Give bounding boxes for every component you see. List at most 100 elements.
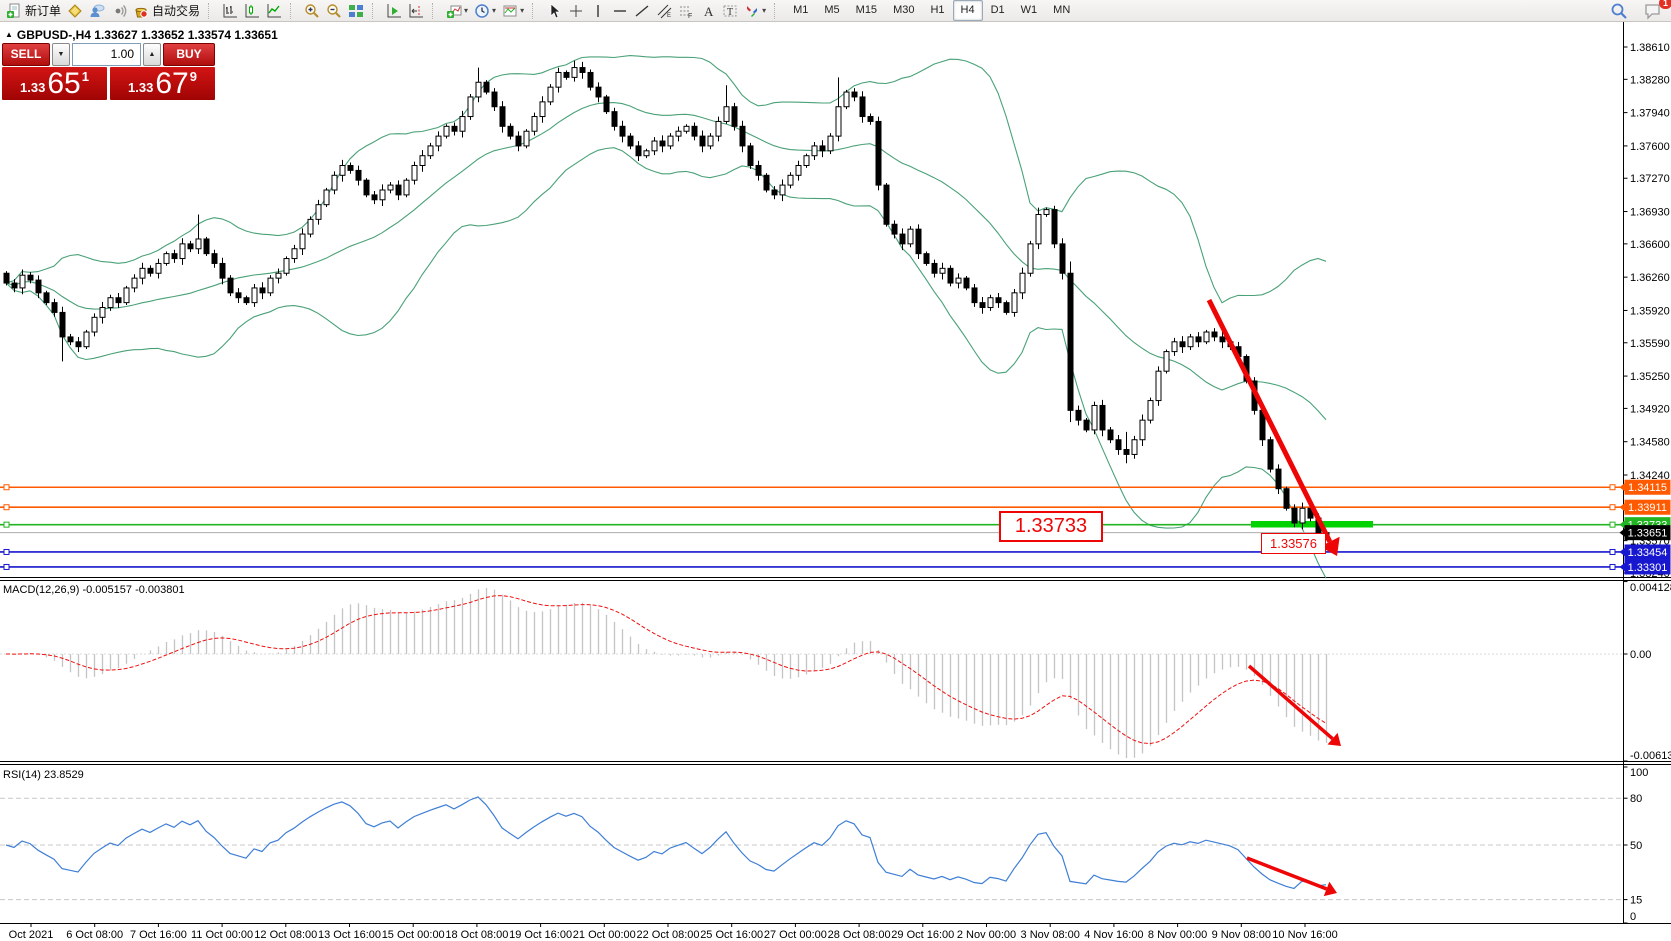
bear-candle xyxy=(227,277,234,294)
rsi-tick-label: 100 xyxy=(1630,767,1648,779)
volume-increase-button[interactable]: ▲ xyxy=(143,43,161,66)
timeframe-h4-button[interactable]: H4 xyxy=(952,0,983,21)
time-axis-label: 2 Nov 00:00 xyxy=(957,929,1016,941)
timeframe-m15-button[interactable]: M15 xyxy=(855,4,878,16)
indicators-button[interactable]: ▾ xyxy=(443,1,471,21)
red-arrow-macd[interactable] xyxy=(1247,664,1334,740)
bear-candle xyxy=(979,302,986,309)
bear-candle xyxy=(699,135,706,147)
macd-tick-label: 0.004128 xyxy=(1630,582,1671,594)
timeframe-mn-button[interactable]: MN xyxy=(1053,4,1071,16)
price-callout-133733[interactable]: 1.33733 xyxy=(999,511,1103,542)
collapse-triangle-icon[interactable]: ▲ xyxy=(5,30,13,39)
arrows-button[interactable]: ▾ xyxy=(741,1,769,21)
chart-shift-button[interactable] xyxy=(405,1,427,21)
timeframe-m1-button[interactable]: M1 xyxy=(793,4,809,16)
macd-tick-label: 0.00 xyxy=(1630,649,1651,661)
trend-arrows[interactable] xyxy=(1206,298,1341,897)
bull-candle xyxy=(379,189,386,201)
horizontal-line-button[interactable] xyxy=(609,1,631,21)
bull-candle xyxy=(643,150,650,157)
vertical-line-button[interactable] xyxy=(587,1,609,21)
search-button[interactable] xyxy=(1607,1,1631,21)
gold-bar-button[interactable] xyxy=(64,1,86,21)
sell-price-panel[interactable]: 1.33 65 1 xyxy=(2,67,107,100)
toolbar-separator xyxy=(372,2,378,19)
bull-candle xyxy=(843,91,850,108)
crosshair-button[interactable] xyxy=(565,1,587,21)
timeframe-h1-button[interactable]: H1 xyxy=(930,4,945,16)
red-arrow-main[interactable] xyxy=(1206,298,1333,543)
macd-signal-line xyxy=(5,595,1327,745)
time-axis-label: 25 Oct 16:00 xyxy=(700,929,763,941)
buy-button[interactable]: BUY xyxy=(163,43,215,66)
tile-windows-icon xyxy=(348,3,364,19)
zoom-in-button[interactable] xyxy=(301,1,323,21)
periods-dropdown-arrow[interactable]: ▾ xyxy=(492,6,497,15)
bollinger-lower-line xyxy=(5,147,1327,579)
bull-candle xyxy=(531,116,538,132)
bull-candle xyxy=(83,331,90,348)
cursor-button[interactable] xyxy=(543,1,565,21)
autotrading-label: 自动交易 xyxy=(152,4,201,18)
bear-candle xyxy=(1067,272,1074,411)
equidistant-channel-button[interactable]: E xyxy=(653,1,675,21)
price-badge-1.33651: 1.33651 xyxy=(1628,528,1668,540)
volume-input[interactable]: 1.00 xyxy=(72,43,141,66)
bull-candle xyxy=(987,297,994,309)
price-callout-133576[interactable]: 1.33576 xyxy=(1261,533,1326,554)
bear-candle xyxy=(219,262,226,279)
bar-chart-button[interactable] xyxy=(219,1,241,21)
chat-button[interactable]: 1 xyxy=(1641,0,1671,21)
green-highlight-segment[interactable] xyxy=(1251,521,1373,528)
bull-candle xyxy=(939,267,946,274)
candlestick-chart-button[interactable] xyxy=(241,1,263,21)
indicators-dropdown-arrow[interactable]: ▾ xyxy=(464,6,469,15)
timeframe-d1-button[interactable]: D1 xyxy=(990,4,1005,16)
cloud-user-button[interactable] xyxy=(86,1,108,21)
text-button[interactable]: A xyxy=(697,1,719,21)
timeframe-m30-button[interactable]: M30 xyxy=(893,4,915,16)
bear-candle xyxy=(819,145,826,152)
buy-price-panel[interactable]: 1.33 67 9 xyxy=(110,67,215,100)
arrows-dropdown-arrow[interactable]: ▾ xyxy=(762,6,767,15)
toolbar-right: 1 xyxy=(1607,0,1671,21)
chart-window[interactable]: 1.38610 1.38280 1.37940 1.37600 1.37270 1.369… xyxy=(0,21,1671,941)
time-axis-label: 8 Nov 00:00 xyxy=(1148,929,1207,941)
trendline-button[interactable] xyxy=(631,1,653,21)
bear-candle xyxy=(1219,336,1226,343)
buy-price-big: 67 xyxy=(155,67,189,100)
auto-scroll-button[interactable] xyxy=(383,1,405,21)
periods-button[interactable]: ▾ xyxy=(471,1,499,21)
bear-candle xyxy=(851,91,858,98)
bear-candle xyxy=(627,135,634,147)
tile-windows-button[interactable] xyxy=(345,1,367,21)
rsi-label: RSI(14) 23.8529 xyxy=(3,769,84,781)
text-label-button[interactable]: T xyxy=(719,1,741,21)
bull-candle xyxy=(1019,272,1026,294)
horizontal-line-objects[interactable] xyxy=(0,484,1624,570)
templates-button[interactable]: ▾ xyxy=(499,1,527,21)
new-order-button[interactable]: 新订单 xyxy=(3,1,64,21)
volume-decrease-button[interactable]: ▼ xyxy=(52,43,70,66)
bar-chart-icon xyxy=(222,3,238,19)
bear-candle xyxy=(371,194,378,201)
bollinger-middle-line xyxy=(5,102,1327,421)
timeframe-m5-button[interactable]: M5 xyxy=(824,4,840,16)
timeframe-w1-button[interactable]: W1 xyxy=(1020,4,1038,16)
bear-candle xyxy=(115,297,122,304)
bull-candle xyxy=(683,125,690,132)
zoom-out-button[interactable] xyxy=(323,1,345,21)
chart-canvas[interactable]: 1.38610 1.38280 1.37940 1.37600 1.37270 1.369… xyxy=(0,21,1671,941)
red-arrow-rsi[interactable] xyxy=(1246,856,1328,891)
autotrading-button[interactable]: 自动交易 xyxy=(130,1,203,21)
line-chart-button[interactable] xyxy=(263,1,285,21)
broadcast-button[interactable] xyxy=(108,1,130,21)
fibonacci-button[interactable]: F xyxy=(675,1,697,21)
cursor-icon xyxy=(546,2,562,19)
time-axis-label: 18 Oct 08:00 xyxy=(445,929,508,941)
sell-button[interactable]: SELL xyxy=(2,43,50,66)
templates-dropdown-arrow[interactable]: ▾ xyxy=(520,6,525,15)
bull-candle xyxy=(715,120,722,137)
